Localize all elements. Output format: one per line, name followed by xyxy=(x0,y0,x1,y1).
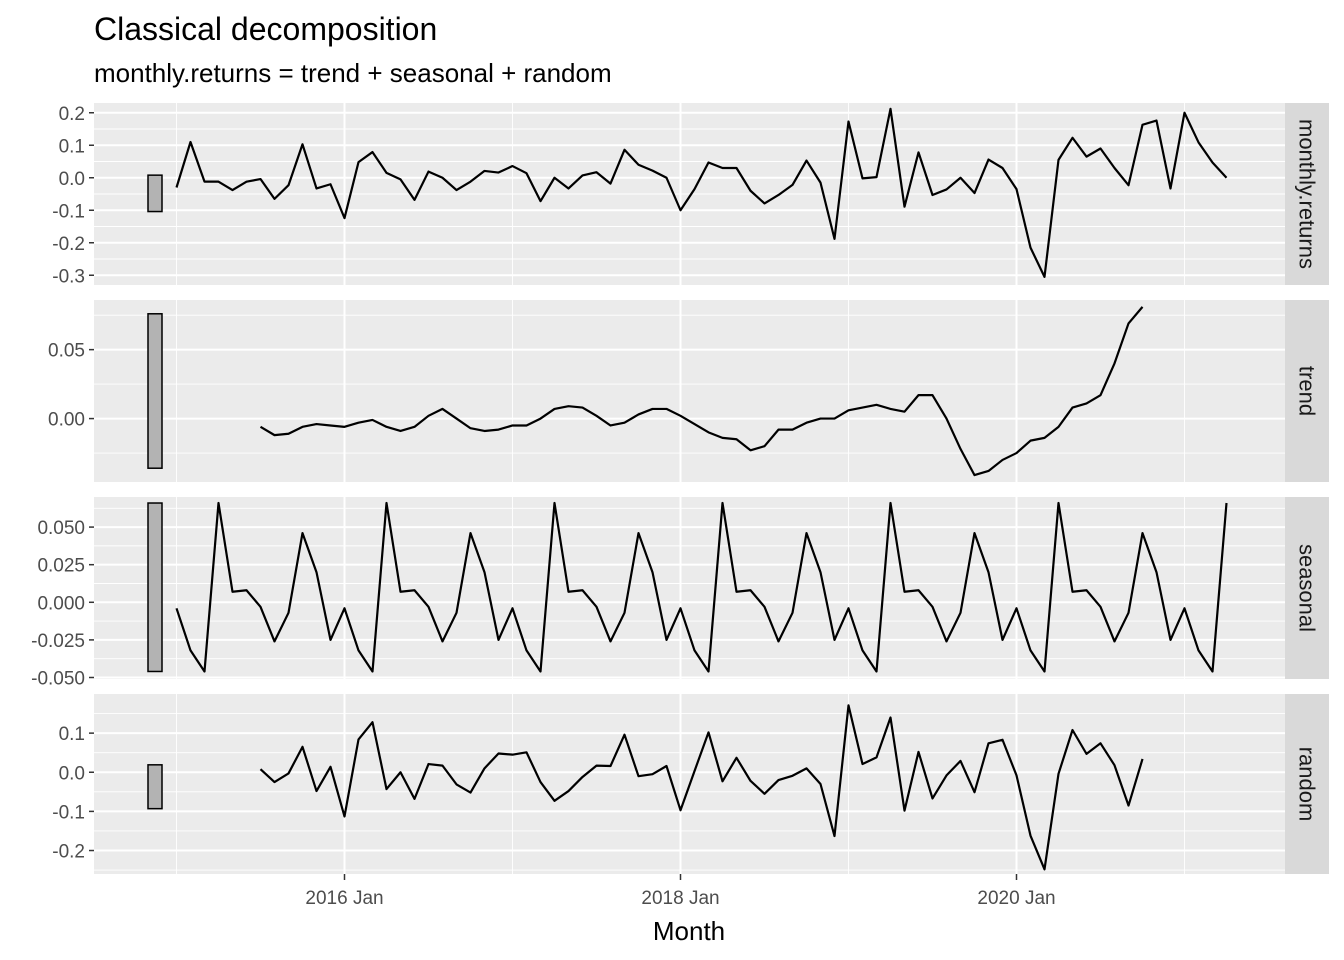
panel-seasonal: 0.050 0.025 0.000 -0.025 -0.050 seasonal xyxy=(31,497,1329,689)
y-tick-label: 0.00 xyxy=(48,410,85,431)
y-tick-label: 0.1 xyxy=(59,136,85,157)
x-tick-label: 2018 Jan xyxy=(641,888,719,909)
panel-monthly-returns: 0.2 0.1 0.0 -0.1 -0.2 -0.3 monthly.returns xyxy=(52,103,1329,287)
facet-strip xyxy=(1285,103,1329,285)
scale-bar xyxy=(147,764,163,810)
y-tick-label: -0.2 xyxy=(52,234,85,255)
panel-trend: 0.05 0.00 trend xyxy=(48,300,1329,482)
panel-background xyxy=(94,497,1285,679)
facet-panels: 0.2 0.1 0.0 -0.1 -0.2 -0.3 monthly.returns 0.05… xyxy=(31,103,1329,874)
y-tick-label: 0.025 xyxy=(37,556,85,577)
facet-strip-label: monthly.returns xyxy=(1295,119,1320,269)
y-tick-label: 0.0 xyxy=(59,763,85,784)
y-tick-label: 0.000 xyxy=(37,593,85,614)
chart-subtitle: monthly.returns = trend + seasonal + ran… xyxy=(94,58,612,88)
y-tick-label: 0.050 xyxy=(37,518,85,539)
facet-strip-label: seasonal xyxy=(1295,544,1320,632)
y-tick-label: -0.2 xyxy=(52,842,85,863)
series-line-monthly-returns xyxy=(175,107,1228,278)
x-axis-title: Month xyxy=(653,916,725,946)
chart-title: Classical decomposition xyxy=(94,11,437,47)
x-tick-label: 2016 Jan xyxy=(305,888,383,909)
panel-random: 0.1 0.0 -0.1 -0.2 random xyxy=(52,694,1329,874)
facet-strip xyxy=(1285,300,1329,482)
panel-background xyxy=(94,300,1285,482)
facet-strip xyxy=(1285,497,1329,679)
y-tick-label: -0.025 xyxy=(31,631,85,652)
scale-bar xyxy=(147,502,163,673)
y-tick-label: 0.2 xyxy=(59,104,85,125)
facet-strip-label: random xyxy=(1295,747,1320,822)
y-tick-label: -0.1 xyxy=(52,201,85,222)
series-line-seasonal xyxy=(175,501,1228,673)
y-tick-label: 0.05 xyxy=(48,341,85,362)
scale-bar xyxy=(147,174,163,213)
y-tick-label: 0.0 xyxy=(59,169,85,190)
y-tick-label: -0.1 xyxy=(52,802,85,823)
y-tick-label: -0.050 xyxy=(31,668,85,689)
y-tick-label: 0.1 xyxy=(59,724,85,745)
series-line-trend xyxy=(259,306,1144,477)
series-line-random xyxy=(259,704,1144,871)
x-tick-label: 2020 Jan xyxy=(977,888,1055,909)
x-axis: 2016 Jan 2018 Jan 2020 Jan xyxy=(305,874,1056,909)
facet-strip-label: trend xyxy=(1295,366,1320,416)
scale-bar xyxy=(147,313,163,469)
facet-strip xyxy=(1285,694,1329,874)
y-tick-label: -0.3 xyxy=(52,266,85,287)
